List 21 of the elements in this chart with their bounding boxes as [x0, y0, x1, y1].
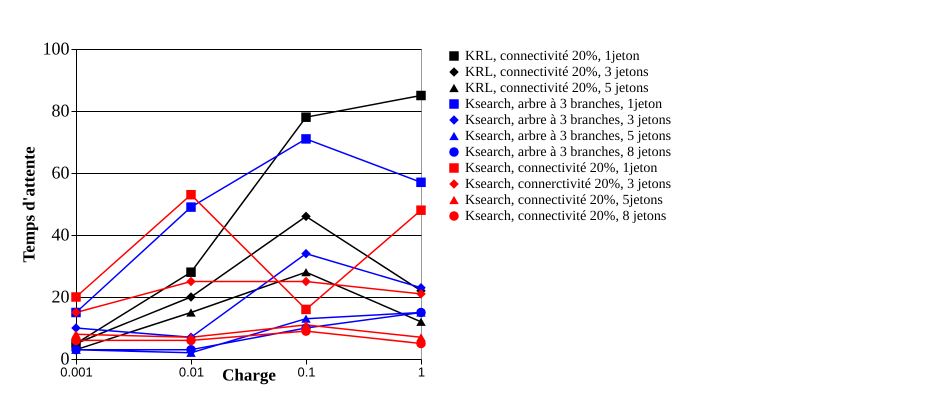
legend-label: Ksearch, arbre à 3 branches, 5 jetons [465, 129, 672, 144]
x-tick-label: 0.1 [297, 364, 316, 380]
legend-label: Ksearch, connectivité 20%, 8 jetons [465, 209, 666, 224]
legend-label: KRL, connectivité 20%, 5 jetons [465, 81, 649, 96]
legend-label: Ksearch, arbre à 3 branches, 3 jetons [465, 113, 672, 128]
y-axis-title: Temps d'attente [20, 146, 38, 263]
x-axis-title: Charge [222, 366, 276, 384]
y-tick-label: 80 [52, 100, 70, 120]
y-tick-label: 100 [42, 38, 70, 58]
y-tick-label: 20 [52, 286, 70, 306]
x-tick-label: 0.01 [178, 364, 204, 380]
legend-label: KRL, connectivité 20%, 1jeton [465, 49, 640, 64]
legend-label: Ksearch, connectivité 20%, 1jeton [465, 161, 658, 176]
legend-label: KRL, connectivité 20%, 3 jetons [465, 65, 649, 80]
legend-label: Ksearch, arbre à 3 branches, 8 jetons [465, 145, 672, 160]
x-tick-label: 1 [418, 364, 426, 380]
legend-label: Ksearch, arbre à 3 branches, 1jeton [465, 97, 662, 112]
legend-label: Ksearch, connectivité 20%, 5jetons [465, 193, 663, 208]
y-tick-label: 60 [52, 162, 70, 182]
y-tick-label: 40 [52, 224, 70, 244]
legend-label: Ksearch, connerctivité 20%, 3 jetons [465, 177, 672, 192]
